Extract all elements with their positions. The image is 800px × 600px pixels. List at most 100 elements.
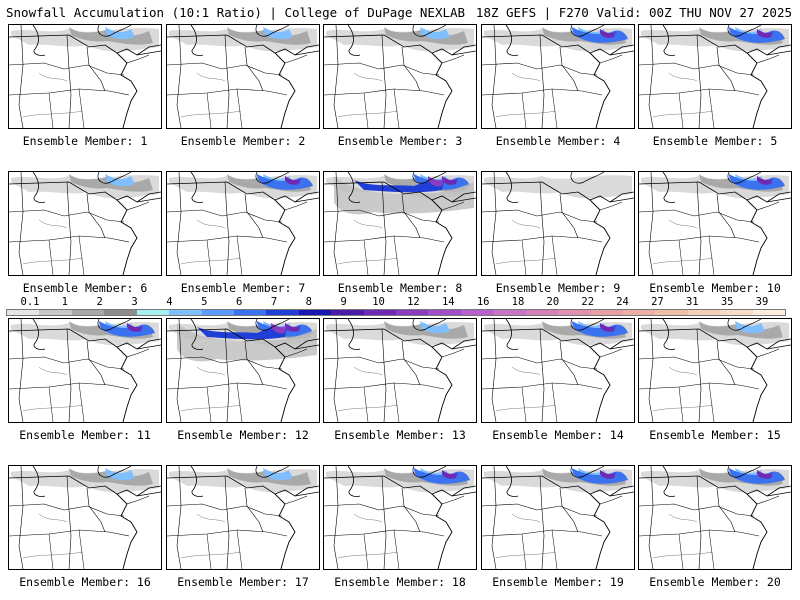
colorbar-swatch bbox=[201, 310, 234, 315]
snowfall-map-graphic bbox=[9, 319, 161, 422]
ensemble-member-label: Ensemble Member: 2 bbox=[180, 134, 306, 148]
colorbar-tick-label: 3 bbox=[131, 296, 138, 308]
colorbar-swatch bbox=[752, 310, 786, 315]
chart-title: Snowfall Accumulation (10:1 Ratio) | Col… bbox=[6, 5, 466, 20]
ensemble-member-label: Ensemble Member: 13 bbox=[334, 428, 466, 442]
snowfall-map-graphic bbox=[9, 172, 161, 275]
ensemble-member-map bbox=[166, 171, 320, 276]
snowfall-map-graphic bbox=[167, 466, 319, 569]
ensemble-member-map bbox=[8, 465, 162, 570]
ensemble-member-label: Ensemble Member: 18 bbox=[334, 575, 466, 589]
ensemble-member-map bbox=[8, 171, 162, 276]
colorbar-ticks: 0.1 1 2 3 4 5 6 7 8 9 10 12 14 16 18 20 22 24 27 31 35 39 bbox=[6, 296, 786, 308]
ensemble-member-map bbox=[323, 318, 477, 423]
snowfall-map-graphic bbox=[324, 466, 476, 569]
ensemble-member-map bbox=[8, 318, 162, 423]
ensemble-member-label: Ensemble Member: 15 bbox=[649, 428, 781, 442]
ensemble-member-label: Ensemble Member: 4 bbox=[495, 134, 621, 148]
colorbar-swatch bbox=[71, 310, 105, 315]
colorbar-tick-label: 27 bbox=[651, 296, 664, 308]
colorbar-swatch bbox=[493, 310, 526, 315]
colorbar-tick-label: 35 bbox=[720, 296, 734, 308]
ensemble-member-map bbox=[638, 465, 792, 570]
colorbar-swatch bbox=[331, 310, 364, 315]
colorbar-swatch bbox=[169, 310, 202, 315]
ensemble-member-label: Ensemble Member: 9 bbox=[495, 281, 621, 295]
colorbar-swatch bbox=[428, 310, 461, 315]
colorbar-swatch bbox=[7, 310, 40, 315]
colorbar-swatch bbox=[590, 310, 624, 315]
colorbar-tick-label: 2 bbox=[96, 296, 103, 308]
colorbar-swatch bbox=[363, 310, 397, 315]
snowfall-map-graphic bbox=[9, 25, 161, 128]
ensemble-member-map bbox=[166, 318, 320, 423]
ensemble-member-label: Ensemble Member: 10 bbox=[649, 281, 781, 295]
colorbar-swatch bbox=[655, 310, 688, 315]
snowfall-map-graphic bbox=[482, 25, 634, 128]
ensemble-member-label: Ensemble Member: 16 bbox=[19, 575, 151, 589]
colorbar-tick-label: 1 bbox=[61, 296, 69, 308]
snowfall-map-graphic bbox=[9, 466, 161, 569]
colorbar-tick-label: 16 bbox=[476, 296, 490, 308]
colorbar-swatch bbox=[623, 310, 656, 315]
ensemble-member-map bbox=[166, 465, 320, 570]
ensemble-member-label: Ensemble Member: 11 bbox=[19, 428, 151, 442]
snowfall-map-graphic bbox=[639, 172, 791, 275]
colorbar-tick-label: 31 bbox=[685, 296, 699, 308]
colorbar bbox=[6, 309, 786, 316]
colorbar-tick-label: 39 bbox=[755, 296, 769, 308]
ensemble-member-map bbox=[638, 171, 792, 276]
colorbar-tick-label: 4 bbox=[166, 296, 173, 308]
snowfall-map-graphic bbox=[639, 466, 791, 569]
colorbar-swatch bbox=[233, 310, 267, 315]
valid-time-label: 18Z GEFS | F270 Valid: 00Z THU NOV 27 20… bbox=[475, 5, 792, 20]
colorbar-swatch bbox=[396, 310, 429, 315]
colorbar-swatch bbox=[460, 310, 494, 315]
ensemble-member-label: Ensemble Member: 7 bbox=[180, 281, 306, 295]
ensemble-member-label: Ensemble Member: 1 bbox=[22, 134, 148, 148]
colorbar-swatch bbox=[687, 310, 721, 315]
colorbar-swatch bbox=[298, 310, 332, 315]
colorbar-tick-label: 24 bbox=[616, 296, 629, 308]
colorbar-tick-label: 22 bbox=[581, 296, 595, 308]
snowfall-map-graphic bbox=[639, 319, 791, 422]
colorbar-swatch bbox=[525, 310, 559, 315]
ensemble-member-map bbox=[481, 465, 635, 570]
colorbar-tick-label: 0.1 bbox=[20, 296, 40, 308]
colorbar-tick-label: 12 bbox=[407, 296, 420, 308]
colorbar-swatch bbox=[558, 310, 591, 315]
snowfall-map-graphic bbox=[482, 172, 634, 275]
ensemble-member-map bbox=[638, 24, 792, 129]
ensemble-member-map bbox=[323, 465, 477, 570]
colorbar-tick-label: 14 bbox=[441, 296, 455, 308]
ensemble-member-map bbox=[481, 318, 635, 423]
colorbar-swatch bbox=[136, 310, 170, 315]
ensemble-member-map bbox=[166, 24, 320, 129]
snowfall-map-graphic bbox=[482, 466, 634, 569]
ensemble-member-label: Ensemble Member: 6 bbox=[22, 281, 148, 295]
snowfall-map-graphic bbox=[482, 319, 634, 422]
colorbar-tick-label: 6 bbox=[235, 296, 243, 308]
snowfall-map-graphic bbox=[324, 25, 476, 128]
colorbar-swatch bbox=[266, 310, 299, 315]
colorbar-tick-label: 5 bbox=[201, 296, 208, 308]
ensemble-member-label: Ensemble Member: 5 bbox=[652, 134, 778, 148]
snowfall-map-graphic bbox=[324, 172, 476, 275]
ensemble-member-label: Ensemble Member: 17 bbox=[177, 575, 309, 589]
colorbar-swatch bbox=[39, 310, 72, 315]
snowfall-map-graphic bbox=[639, 25, 791, 128]
ensemble-member-label: Ensemble Member: 12 bbox=[177, 428, 309, 442]
ensemble-member-map bbox=[481, 171, 635, 276]
colorbar-swatch bbox=[104, 310, 137, 315]
colorbar-tick-label: 7 bbox=[270, 296, 278, 308]
snowfall-map-graphic bbox=[167, 25, 319, 128]
colorbar-tick-label: 18 bbox=[511, 296, 525, 308]
colorbar-tick-label: 20 bbox=[546, 296, 560, 308]
ensemble-member-label: Ensemble Member: 14 bbox=[492, 428, 624, 442]
colorbar-tick-label: 8 bbox=[305, 296, 313, 308]
snowfall-map-graphic bbox=[167, 172, 319, 275]
snowfall-map-graphic bbox=[324, 319, 476, 422]
ensemble-member-map bbox=[481, 24, 635, 129]
snowfall-map-graphic bbox=[167, 319, 319, 422]
ensemble-member-label: Ensemble Member: 8 bbox=[337, 281, 463, 295]
